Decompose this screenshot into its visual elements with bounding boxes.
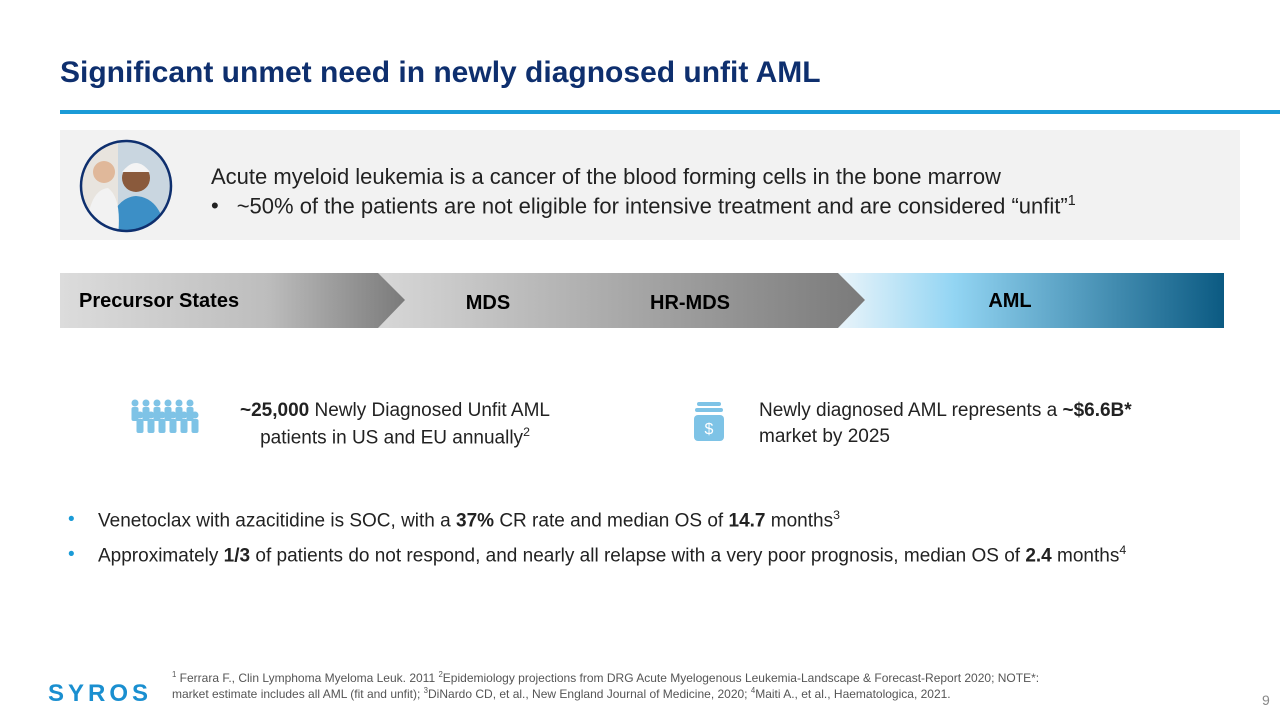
text: of patients do not respond, and nearly a… xyxy=(250,545,1026,567)
stage-label: HR-MDS xyxy=(650,292,730,314)
bold-text: 37% xyxy=(456,510,495,532)
people-icon xyxy=(131,399,199,433)
bullet-item: Venetoclax with azacitidine is SOC, with… xyxy=(68,507,1228,534)
slide-title: Significant unmet need in newly diagnose… xyxy=(60,56,821,89)
superscript: 1 xyxy=(1067,193,1076,209)
text: Maiti A., et al., Haematologica, 2021. xyxy=(755,687,951,702)
bullet-item: Approximately 1/3 of patients do not res… xyxy=(68,542,1228,569)
superscript: 3 xyxy=(833,508,840,522)
title-rule xyxy=(60,110,1280,114)
superscript: 2 xyxy=(523,424,530,439)
text: ~50% of the patients are not eligible fo… xyxy=(236,193,1068,219)
superscript: 4 xyxy=(1119,542,1127,557)
stage-label: AML xyxy=(988,290,1031,312)
text: months xyxy=(765,510,834,532)
bold-text: 14.7 xyxy=(728,510,766,532)
intro-text: Acute myeloid leukemia is a cancer of th… xyxy=(211,164,1001,189)
superscript: 1 xyxy=(172,670,177,679)
superscript: 4 xyxy=(750,686,756,696)
patient-photo xyxy=(79,139,173,233)
intro-box xyxy=(60,130,1240,240)
superscript: 2 xyxy=(438,670,443,679)
money-icon: $ xyxy=(694,402,724,441)
bold-text: 2.4 xyxy=(1025,545,1052,567)
text: months xyxy=(1051,545,1120,567)
text: CR rate and median OS of xyxy=(494,510,729,532)
stage-label: MDS xyxy=(466,292,510,314)
bold-text: ~25,000 xyxy=(240,400,310,421)
progression-arrow: Precursor States MDS HR-MDS AML xyxy=(60,273,1224,328)
text: DiNardo CD, et al., New England Journal … xyxy=(428,687,751,702)
svg-text:$: $ xyxy=(705,421,714,438)
bullet-list: Venetoclax with azacitidine is SOC, with… xyxy=(60,507,1228,577)
text: Venetoclax with azacitidine is SOC, with… xyxy=(98,510,457,532)
intro-bullet: ~50% of the patients are not eligible fo… xyxy=(211,193,1076,219)
superscript: 3 xyxy=(423,686,429,696)
page-number: 9 xyxy=(1262,692,1270,708)
bold-text: ~$6.6B* xyxy=(1062,400,1132,421)
stage-label: Precursor States xyxy=(79,290,239,312)
text: Newly diagnosed AML represents a xyxy=(759,400,1063,421)
text: Ferrara F., Clin Lymphoma Myeloma Leuk. … xyxy=(176,671,439,685)
text: market by 2025 xyxy=(759,425,890,447)
logo: SYROS xyxy=(48,680,153,707)
footnote: 1 Ferrara F., Clin Lymphoma Myeloma Leuk… xyxy=(172,670,1052,702)
text: Approximately xyxy=(98,545,224,567)
text: Epidemiology projections from DRG Acute … xyxy=(172,671,1040,702)
bold-text: 1/3 xyxy=(223,545,251,567)
stat-text: Newly diagnosed AML represents a ~$6.6B*… xyxy=(759,398,1139,449)
stat-text: ~25,000 Newly Diagnosed Unfit AML patien… xyxy=(215,398,575,451)
text: Newly Diagnosed Unfit AML patients in US… xyxy=(260,400,550,448)
